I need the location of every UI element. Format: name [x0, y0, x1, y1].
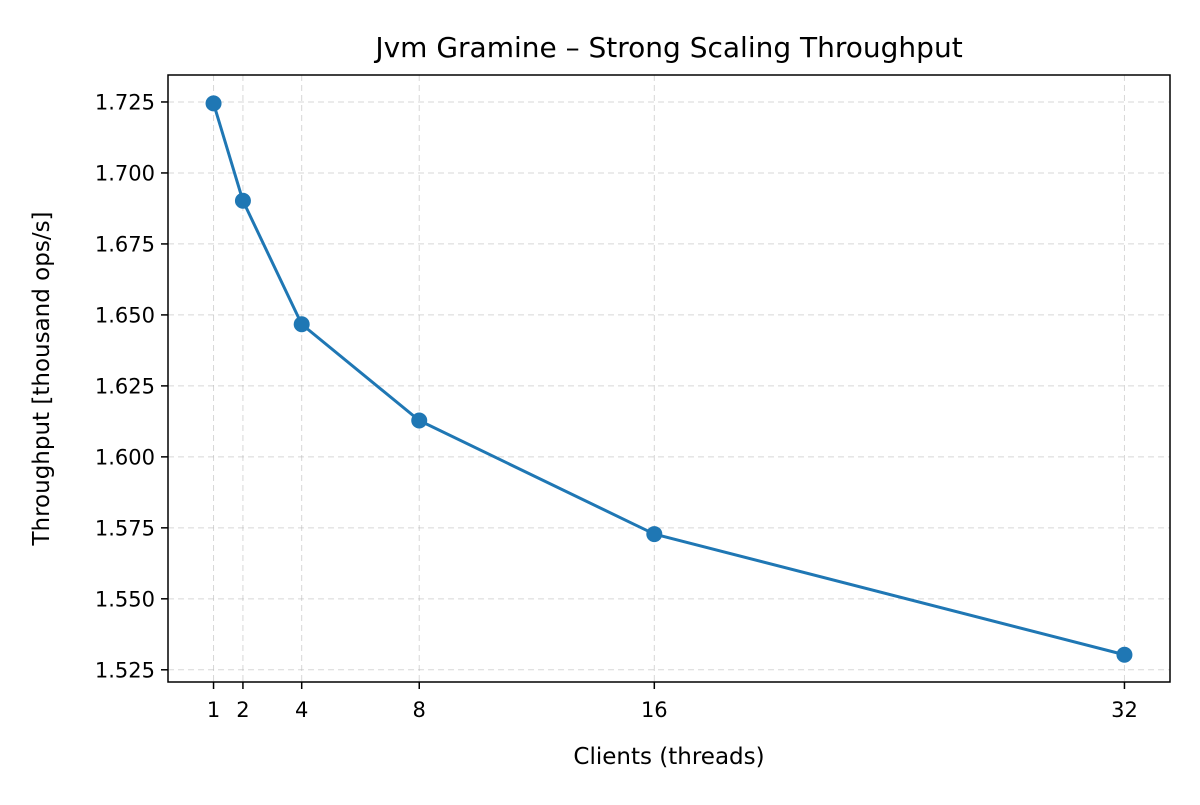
- y-axis-label: Throughput [thousand ops/s]: [29, 211, 55, 546]
- y-tick-label: 1.575: [95, 516, 155, 540]
- chart-title: Jvm Gramine – Strong Scaling Throughput: [373, 31, 962, 64]
- x-tick-label: 1: [207, 698, 220, 722]
- data-point: [411, 412, 428, 429]
- y-tick-label: 1.550: [95, 587, 155, 611]
- y-tick-label: 1.700: [95, 161, 155, 185]
- grid: [168, 75, 1170, 682]
- y-tick-label: 1.600: [95, 445, 155, 469]
- data-point: [646, 526, 663, 543]
- plot-frame: [167, 74, 1171, 683]
- x-tick-label: 8: [413, 698, 426, 722]
- x-tick-label: 4: [295, 698, 308, 722]
- axis-ticks: 1 2 4 8 16 32 1.525 1.550 1.575 1.600 1.625 1.650 1.…: [95, 90, 1138, 722]
- series-layer: [205, 95, 1133, 663]
- data-point: [234, 192, 251, 209]
- y-tick-label: 1.650: [95, 303, 155, 327]
- x-tick-label: 32: [1111, 698, 1138, 722]
- series-line: [212, 102, 1125, 657]
- x-tick-label: 2: [236, 698, 249, 722]
- data-point: [1116, 646, 1133, 663]
- data-point: [205, 95, 222, 112]
- y-tick-label: 1.675: [95, 232, 155, 256]
- y-tick-label: 1.625: [95, 374, 155, 398]
- x-tick-label: 16: [641, 698, 668, 722]
- data-point: [293, 316, 310, 333]
- x-axis-label: Clients (threads): [573, 744, 764, 770]
- y-tick-label: 1.725: [95, 90, 155, 114]
- y-tick-label: 1.525: [95, 658, 155, 682]
